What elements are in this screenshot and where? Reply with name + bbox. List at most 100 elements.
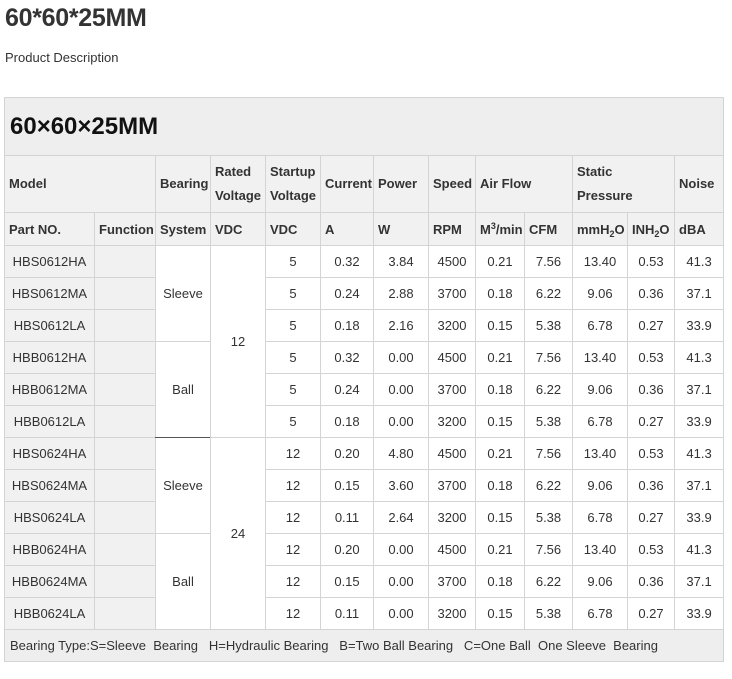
cell-power: 2.16 [373, 309, 429, 342]
cell-function [94, 533, 156, 566]
cell-rated-voltage: 12 [210, 245, 266, 438]
cell-rated-voltage: 24 [210, 437, 266, 630]
cell-noise: 37.1 [673, 373, 725, 406]
cell-air-flow-cfm: 7.56 [524, 245, 573, 278]
cell-part-no: HBS0612HA [4, 245, 95, 278]
cell-air-flow-cfm: 5.38 [524, 597, 573, 630]
cell-static-pressure-mmh2o: 6.78 [572, 501, 628, 534]
cell-part-no: HBB0624LA [4, 597, 95, 630]
cell-noise: 33.9 [673, 597, 725, 630]
cell-current: 0.20 [320, 533, 374, 566]
cell-current: 0.24 [320, 277, 374, 310]
cell-speed: 3700 [428, 565, 476, 598]
table-row: HBS0612HA Sleeve 12 5 0.32 3.84 4500 0.21 7.56 13… [4, 245, 725, 438]
cell-static-pressure-inh2o: 0.36 [627, 565, 675, 598]
cell-noise: 37.1 [673, 469, 725, 502]
cell-speed: 4500 [428, 437, 476, 470]
cell-static-pressure-mmh2o: 9.06 [572, 277, 628, 310]
cell-power: 0.00 [373, 373, 429, 406]
cell-function [94, 437, 156, 470]
cell-static-pressure-mmh2o: 6.78 [572, 309, 628, 342]
col-header-bearing: Bearing [155, 155, 211, 213]
cell-current: 0.11 [320, 597, 374, 630]
cell-speed: 3200 [428, 405, 476, 438]
cell-function [94, 501, 156, 534]
cell-static-pressure-inh2o: 0.27 [627, 405, 675, 438]
col-header-speed: Speed [428, 155, 476, 213]
col-header-current: Current [320, 155, 374, 213]
cell-part-no: HBB0624HA [4, 533, 95, 566]
cell-air-flow-m3min: 0.21 [475, 533, 525, 566]
inh-base: INH [632, 221, 655, 237]
cell-static-pressure-inh2o: 0.53 [627, 437, 675, 470]
cell-bearing-system: Sleeve [155, 245, 211, 342]
cell-noise: 37.1 [673, 565, 725, 598]
col-header-m3-per-min: M3/min [475, 212, 525, 246]
cell-static-pressure-mmh2o: 13.40 [572, 533, 628, 566]
m3-superscript: 3 [490, 220, 496, 231]
cell-startup-voltage: 5 [265, 373, 321, 406]
col-header-power: Power [373, 155, 429, 213]
cell-static-pressure-inh2o: 0.27 [627, 501, 675, 534]
cell-power: 3.84 [373, 245, 429, 278]
cell-function [94, 469, 156, 502]
cell-speed: 3700 [428, 277, 476, 310]
cell-noise: 33.9 [673, 501, 725, 534]
cell-function [94, 245, 156, 278]
cell-speed: 3700 [428, 373, 476, 406]
cell-noise: 33.9 [673, 405, 725, 438]
col-header-part-no: Part NO. [4, 212, 95, 246]
cell-startup-voltage: 12 [265, 597, 321, 630]
inh-subscript: 2 [654, 228, 660, 239]
cell-power: 0.00 [373, 405, 429, 438]
table-row: HBS0612MA 5 0.24 2.88 3700 0.18 6.22 9.06 0.36 37… [4, 277, 725, 310]
cell-function [94, 341, 156, 374]
cell-current: 0.11 [320, 501, 374, 534]
cell-air-flow-cfm: 6.22 [524, 469, 573, 502]
cell-current: 0.32 [320, 341, 374, 374]
cell-current: 0.18 [320, 405, 374, 438]
col-header-system: System [155, 212, 211, 246]
cell-air-flow-m3min: 0.18 [475, 373, 525, 406]
col-header-inh2o: INH2O [627, 212, 675, 246]
table-row: HBB0624HA Ball 12 0.20 0.00 4500 0.21 7.56 13.40… [4, 533, 725, 630]
cell-current: 0.15 [320, 469, 374, 502]
cell-air-flow-cfm: 6.22 [524, 373, 573, 406]
cell-part-no: HBS0612MA [4, 277, 95, 310]
header-row-1: Model Bearing Rated Voltage Startup Volt… [4, 155, 725, 213]
table-row: HBS0624HA Sleeve 24 12 0.20 4.80 4500 0.21 7.56 1… [4, 437, 725, 630]
cell-speed: 3700 [428, 469, 476, 502]
col-header-watts: W [373, 212, 429, 246]
cell-part-no: HBB0624MA [4, 565, 95, 598]
cell-startup-voltage: 5 [265, 341, 321, 374]
table-row: HBB0624MA 12 0.15 0.00 3700 0.18 6.22 9.06 0.36 3… [4, 565, 725, 598]
cell-air-flow-m3min: 0.15 [475, 405, 525, 438]
cell-noise: 37.1 [673, 277, 725, 310]
inh-rest: O [659, 221, 670, 237]
cell-air-flow-m3min: 0.18 [475, 277, 525, 310]
cell-static-pressure-mmh2o: 9.06 [572, 373, 628, 406]
cell-startup-voltage: 5 [265, 245, 321, 278]
cell-function [94, 277, 156, 310]
cell-power: 2.88 [373, 277, 429, 310]
cell-current: 0.24 [320, 373, 374, 406]
cell-bearing-system: Ball [155, 533, 211, 630]
cell-speed: 4500 [428, 533, 476, 566]
cell-current: 0.32 [320, 245, 374, 278]
cell-part-no: HBS0624MA [4, 469, 95, 502]
cell-power: 0.00 [373, 533, 429, 566]
col-header-static-pressure: Static Pressure [572, 155, 675, 213]
header-row-2: Part NO. Function System VDC VDC A W RPM… [4, 212, 725, 246]
table-row: HBB0612LA 5 0.18 0.00 3200 0.15 5.38 6.78 0.27 33… [4, 405, 725, 438]
cell-static-pressure-inh2o: 0.53 [627, 341, 675, 374]
col-header-vdc-rated: VDC [210, 212, 266, 246]
mmh-base: mmH [577, 221, 610, 237]
cell-static-pressure-inh2o: 0.36 [627, 277, 675, 310]
col-header-rated-voltage: Rated Voltage [210, 155, 266, 213]
cell-static-pressure-mmh2o: 6.78 [572, 405, 628, 438]
cell-power: 3.60 [373, 469, 429, 502]
cell-part-no: HBS0624HA [4, 437, 95, 470]
col-header-vdc-startup: VDC [265, 212, 321, 246]
cell-startup-voltage: 12 [265, 565, 321, 598]
table-row: HBS0624LA 12 0.11 2.64 3200 0.15 5.38 6.78 0.27 3… [4, 501, 725, 534]
